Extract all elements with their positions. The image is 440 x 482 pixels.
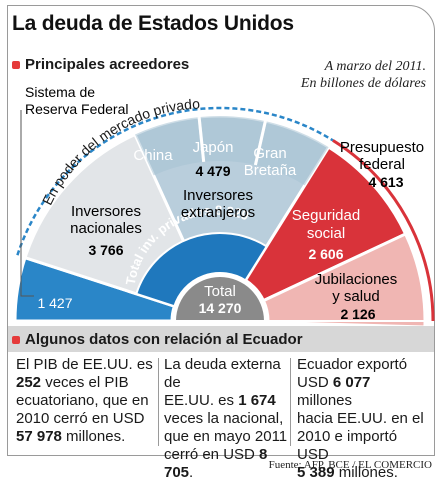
- section-creditors-title: Principales acreedores: [25, 56, 190, 73]
- social-security-label-1: Seguridad: [292, 207, 360, 224]
- chart-slices: [13, 114, 435, 329]
- section-ecuador-title: Algunos datos con relación al Ecuador: [25, 331, 303, 348]
- country-divider: [197, 116, 206, 162]
- private-market-bracket: [16, 106, 334, 256]
- domestic-label-1: Inversores: [71, 203, 141, 220]
- column-divider: [158, 358, 159, 446]
- fact-line: 252 veces el PIB: [16, 374, 154, 392]
- fact-line: veces la nacional,: [164, 410, 288, 428]
- fed-label-1: Sistema de: [25, 84, 95, 100]
- fact-highlight: 1 674: [238, 392, 276, 409]
- fact-line: ecuatoriano, que en: [16, 392, 154, 410]
- source-note: Fuente: AFP, BCE / EL COMERCIO: [268, 459, 432, 471]
- page-title: La deuda de Estados Unidos: [12, 12, 294, 35]
- fact-text: veces el PIB: [41, 374, 129, 391]
- pensions-value: 2 126: [340, 306, 375, 322]
- fact-line: La deuda externa de: [164, 356, 288, 392]
- total-value: 14 270: [199, 300, 242, 316]
- fact-text: La deuda externa de: [164, 356, 281, 391]
- fact-text: .: [189, 464, 194, 481]
- fact-text: que en mayo 2011: [164, 428, 288, 445]
- private-investors-band: [135, 232, 269, 308]
- japan-label: Japón: [193, 139, 234, 156]
- fact-text: millones: [297, 392, 353, 409]
- fed-value: 1 427: [37, 295, 72, 311]
- fact-highlight: 5 389: [297, 464, 335, 481]
- section-creditors-header: Principales acreedores: [12, 56, 189, 73]
- fact-line: 2010 cerró en USD: [16, 410, 154, 428]
- total-label: Total: [204, 283, 236, 300]
- domestic-label-2: nacionales: [70, 220, 142, 237]
- fact-external-debt: La deuda externa de EE.UU. es 1 674 veces …: [164, 356, 288, 482]
- date-note-line-1: A marzo del 2011.: [324, 59, 426, 74]
- gb-label-2: Bretaña: [244, 162, 297, 179]
- social-security-value: 2 606: [308, 246, 343, 262]
- fact-text: 2010 e importó USD: [297, 428, 398, 463]
- foreign-countries-band: [135, 115, 329, 186]
- domestic-value: 3 766: [88, 242, 123, 258]
- fed-leader-line: [20, 110, 34, 297]
- fact-highlight: 252: [16, 374, 42, 391]
- fact-line: 57 978 millones.: [16, 428, 154, 446]
- fact-line: EE.UU. es 1 674: [164, 392, 288, 410]
- fact-text: USD: [297, 374, 333, 391]
- fact-line: 5 389 millones.: [297, 464, 429, 482]
- fact-text: hacia EE.UU. en el: [297, 410, 424, 427]
- fact-text: cerró en USD: [164, 446, 260, 463]
- fact-line: El PIB de EE.UU. es: [16, 356, 154, 374]
- column-divider: [290, 358, 291, 446]
- budget-value: 4 613: [368, 174, 403, 190]
- fact-line: Ecuador exportó: [297, 356, 429, 374]
- fact-text: ecuatoriano, que en: [16, 392, 149, 409]
- budget-label-1: Presupuesto: [340, 139, 424, 156]
- total-center: [176, 277, 264, 321]
- fact-text: EE.UU. es: [164, 392, 239, 409]
- fact-text: 2010 cerró en USD: [16, 410, 145, 427]
- fact-line: que en mayo 2011: [164, 428, 288, 446]
- federal-budget-arc: [332, 139, 435, 322]
- fact-trade: Ecuador exportó USD 6 077 millones hacia E…: [297, 356, 429, 482]
- date-note-line-2: En billones de dólares: [300, 76, 426, 91]
- country-divider: [253, 120, 267, 166]
- ecuador-header-band: [8, 326, 434, 352]
- slice-social-security: [243, 145, 408, 303]
- fact-line: hacia EE.UU. en el: [297, 410, 429, 428]
- budget-label-2: federal: [359, 156, 405, 173]
- fact-text: El PIB de EE.UU. es: [16, 356, 153, 373]
- fact-text: millones.: [61, 428, 126, 445]
- fact-line: 2010 e importó USD: [297, 428, 429, 464]
- fact-line: cerró en USD 8 705.: [164, 446, 288, 482]
- fact-text: veces la nacional,: [164, 410, 284, 427]
- fact-line: USD 6 077 millones: [297, 374, 429, 410]
- section-marker-icon: [12, 335, 20, 344]
- pensions-label-2: y salud: [332, 288, 380, 305]
- fact-highlight: 8 705: [164, 446, 268, 481]
- section-ecuador-header: Algunos datos con relación al Ecuador: [12, 331, 303, 348]
- fact-text: millones.: [334, 464, 398, 481]
- foreign-label-2: extranjeros: [181, 204, 255, 221]
- gb-label-1: Gran: [253, 145, 286, 162]
- foreign-label-1: Inversores: [183, 187, 253, 204]
- fact-pib: El PIB de EE.UU. es 252 veces el PIB ecuat…: [16, 356, 154, 446]
- fact-highlight: 6 077: [332, 374, 371, 391]
- pensions-label-1: Jubilaciones: [315, 271, 398, 288]
- fact-text: Ecuador exportó: [297, 356, 408, 373]
- fact-highlight: 57 978: [16, 428, 62, 445]
- fed-label-2: Reserva Federal: [25, 101, 129, 117]
- foreign-value: 4 479: [195, 163, 230, 179]
- china-label: China: [133, 147, 173, 164]
- social-security-label-2: social: [307, 225, 345, 242]
- date-note: A marzo del 2011. En billones de dólares: [301, 58, 426, 92]
- section-marker-icon: [12, 60, 20, 69]
